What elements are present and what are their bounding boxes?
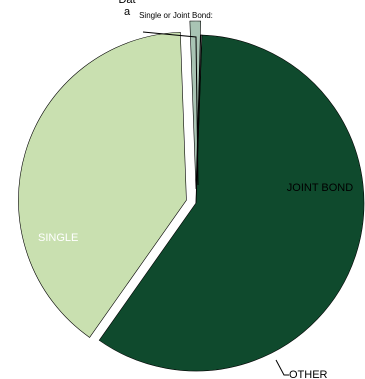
leader-line-other bbox=[275, 359, 289, 376]
leader-line-no-data bbox=[142, 31, 199, 186]
chart-title: Single or Joint Bond: bbox=[139, 11, 213, 20]
slice-joint-bond bbox=[18, 31, 187, 338]
slice-label-3: OTHER bbox=[289, 369, 328, 379]
leader-lines-group bbox=[142, 31, 289, 376]
labels-group: SINGLE JOINT BOND OTHER NoData bbox=[38, 0, 353, 379]
slice-other bbox=[189, 20, 202, 190]
slices-group bbox=[18, 20, 365, 372]
slice-label-2: JOINT BOND bbox=[287, 182, 353, 194]
slice-label-4: NoData bbox=[118, 0, 135, 18]
slice-single bbox=[98, 34, 365, 372]
slice-label-1: SINGLE bbox=[38, 232, 78, 244]
